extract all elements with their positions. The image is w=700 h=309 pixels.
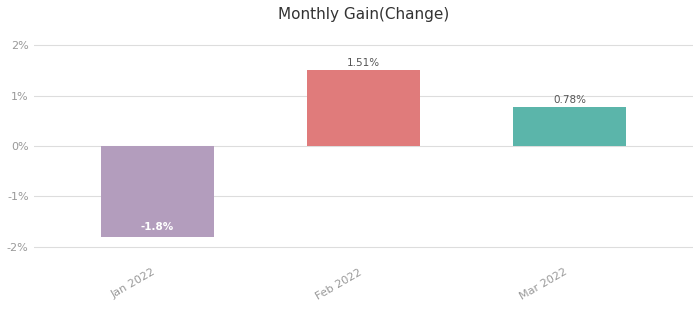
Text: 1.51%: 1.51% bbox=[346, 58, 380, 68]
Bar bbox=[307, 70, 420, 146]
Bar bbox=[101, 146, 214, 237]
Text: 0.78%: 0.78% bbox=[553, 95, 586, 105]
Title: Monthly Gain(Change): Monthly Gain(Change) bbox=[278, 7, 449, 22]
Text: -1.8%: -1.8% bbox=[141, 222, 174, 232]
Bar bbox=[512, 107, 626, 146]
